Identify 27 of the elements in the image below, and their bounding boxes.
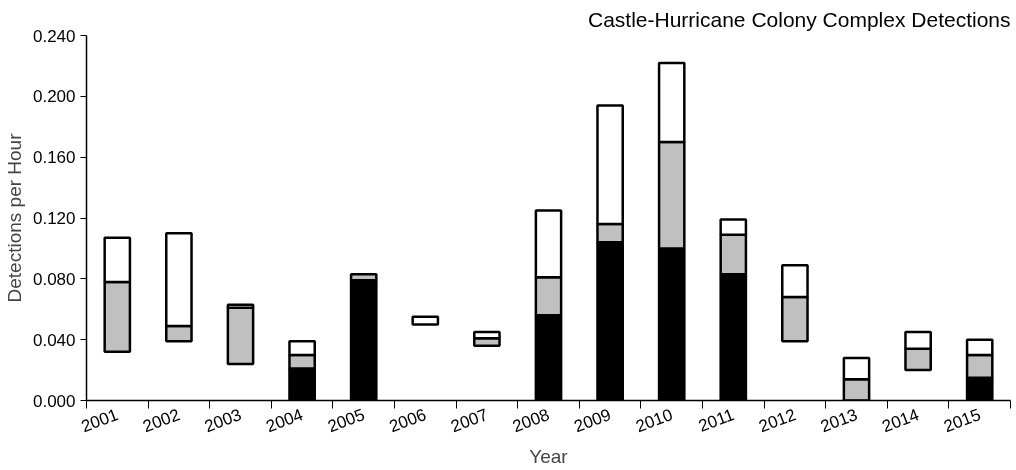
x-tick-label: 2006 (386, 405, 429, 437)
y-tick-label: 0.000 (32, 391, 76, 411)
x-tick-label: 2005 (325, 405, 368, 437)
x-tick-label: 2010 (633, 405, 676, 437)
x-tick-label: 2014 (879, 405, 922, 437)
bar (226, 306, 255, 366)
y-tick-label: 0.160 (32, 148, 76, 168)
y-axis-title: Detections per Hour (3, 132, 25, 303)
chart-title: Castle-Hurricane Colony Complex Detections (588, 7, 1011, 31)
x-tick-label: 2002 (140, 405, 183, 437)
x-tick-label: 2015 (941, 405, 984, 437)
x-tick-label: 2007 (448, 405, 491, 437)
x-tick-label: 2001 (78, 405, 121, 437)
x-axis-title: Year (529, 446, 569, 468)
y-tick-label: 0.120 (32, 209, 76, 228)
x-tick-label: 2013 (817, 405, 861, 437)
x-tick-label: 2011 (695, 405, 737, 436)
x-tick-label: 2012 (756, 405, 799, 437)
y-tick-label: 0.080 (32, 269, 76, 289)
x-tick-label: 2003 (201, 405, 245, 437)
x-tick-label: 2009 (571, 405, 614, 437)
y-tick-label: 0.200 (32, 87, 76, 107)
y-tick-label: 0.240 (32, 26, 76, 46)
y-tick-label: 0.040 (32, 330, 76, 350)
bar (411, 315, 440, 326)
x-tick-label: 2004 (263, 405, 306, 437)
x-tick-label: 2008 (509, 405, 553, 437)
